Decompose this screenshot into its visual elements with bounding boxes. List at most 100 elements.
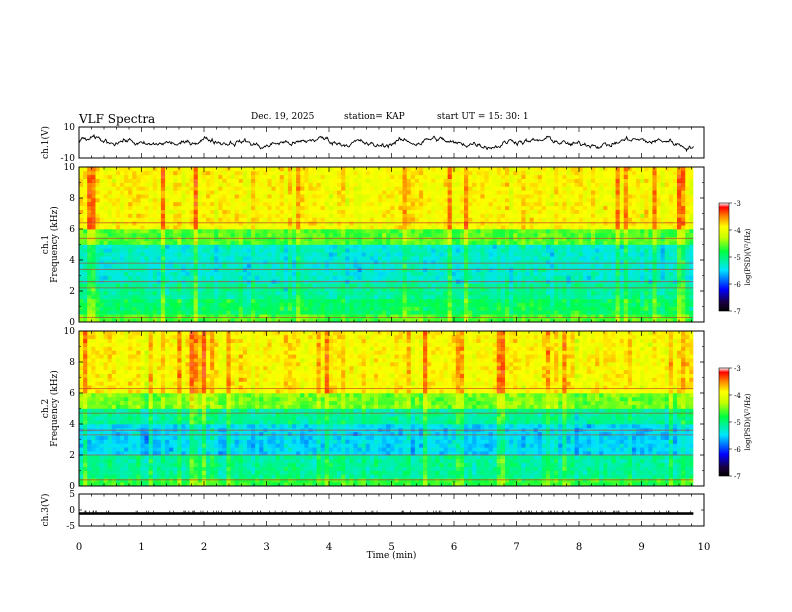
spectrogram-cell [152, 240, 158, 245]
spectrogram-cell [324, 260, 330, 265]
spectrogram-cell [476, 201, 481, 207]
spectrogram-cell [283, 170, 289, 176]
spectrogram-cell [578, 194, 584, 199]
spectrogram-cell [128, 275, 133, 280]
spectrogram-cell [201, 198, 207, 203]
spectrogram-cell [550, 275, 555, 280]
spectrogram-cell [341, 209, 346, 214]
spectrogram-cell [578, 217, 584, 222]
spectrogram-cell [246, 271, 252, 276]
spectrogram-cell [283, 209, 289, 214]
spectrogram-cell [533, 194, 539, 199]
spectrogram-cell [476, 217, 481, 222]
spectrogram-cell [550, 201, 555, 207]
spectrogram-cell [451, 248, 457, 253]
spectrogram-cell [140, 186, 145, 191]
spectrogram-cell [492, 318, 498, 323]
spectrogram-cell [451, 310, 457, 315]
spectrogram-cell [476, 178, 481, 183]
spectrogram-cell [562, 267, 567, 273]
spectrogram-cell [283, 248, 289, 253]
spectrogram-cell [185, 275, 190, 280]
spectrogram-cell [111, 275, 117, 280]
spectrogram-cell [369, 310, 375, 315]
spectrogram-cell [373, 236, 379, 242]
spectrogram-cell [99, 314, 104, 319]
spectrogram-cell [533, 291, 539, 296]
spectrogram-cell [509, 306, 514, 311]
spectrogram-cell [550, 213, 555, 218]
spectrogram-cell [107, 240, 113, 245]
spectrogram-cell [464, 178, 469, 183]
spectrogram-cell [345, 205, 350, 211]
spectrogram-cell [464, 229, 469, 234]
spectrogram-cell [246, 232, 252, 238]
spectrogram-cell [398, 194, 403, 199]
spectrogram-cell [332, 256, 338, 261]
spectrogram-cell [222, 240, 227, 245]
spectrogram-cell [431, 302, 436, 307]
spectrogram-cell [136, 209, 141, 214]
spectrogram-cell [324, 318, 330, 323]
spectrogram-cell [242, 178, 248, 183]
spectrogram-cell [566, 287, 571, 292]
spectrogram-cell [304, 190, 309, 195]
spectrogram-cell [259, 225, 264, 230]
spectrogram-cell [566, 201, 571, 207]
spectrogram-cell [361, 306, 367, 311]
spectrogram-cell [488, 310, 494, 315]
spectrogram-cell [95, 182, 100, 187]
spectrogram-cell [439, 217, 444, 222]
spectrogram-cell [500, 244, 506, 249]
spectrogram-cell [267, 178, 272, 183]
spectrogram-cell [87, 263, 92, 269]
spectrogram-cell [230, 182, 236, 187]
spectrogram-cell [291, 221, 297, 226]
spectrogram-cell [369, 291, 375, 296]
spectrogram-cell [541, 260, 547, 265]
spectrogram-cell [345, 225, 350, 230]
spectrogram-cell [353, 298, 358, 304]
spectrogram-cell [431, 240, 436, 245]
spectrogram-cell [287, 229, 293, 234]
spectrogram-cell [521, 248, 526, 253]
spectrogram-cell [558, 217, 563, 222]
spectrogram-cell [509, 198, 514, 203]
spectrogram-cell [476, 302, 481, 307]
spectrogram-cell [443, 244, 449, 249]
spectrogram-cell [378, 294, 383, 300]
spectrogram-cell [525, 201, 530, 207]
spectrogram-cell [431, 190, 436, 195]
spectrogram-cell [271, 232, 276, 238]
spectrogram-cell [464, 201, 469, 207]
spectrogram-cell [492, 294, 498, 300]
spectrogram-cell [345, 291, 350, 296]
spectrogram-cell [341, 236, 346, 242]
spectrogram-cell [558, 271, 563, 276]
spectrogram-cell [87, 294, 92, 300]
spectrogram-cell [472, 178, 477, 183]
spectrogram-cell [205, 194, 211, 199]
spectrogram-cell [464, 291, 469, 296]
spectrogram-cell [394, 314, 399, 319]
spectrogram-cell [312, 205, 317, 211]
spectrogram-cell [144, 240, 150, 245]
spectrogram-cell [238, 248, 244, 253]
spectrogram-cell [386, 314, 391, 319]
spectrogram-cell [504, 236, 510, 242]
spectrogram-cell [578, 248, 584, 253]
spectrogram-cell [365, 291, 371, 296]
spectrogram-cell [181, 298, 186, 304]
spectrogram-cell [279, 283, 285, 288]
spectrogram-cell [394, 318, 399, 323]
spectrogram-cell [386, 170, 391, 176]
spectrogram-cell [99, 302, 104, 307]
spectrogram-cell [246, 174, 252, 180]
spectrogram-cell [468, 314, 473, 319]
spectrogram-cell [529, 198, 535, 203]
spectrogram-cell [218, 221, 223, 226]
spectrogram-cell [275, 252, 281, 257]
spectrogram-cell [320, 275, 326, 280]
spectrogram-cell [234, 232, 240, 238]
spectrogram-cell [394, 287, 399, 292]
